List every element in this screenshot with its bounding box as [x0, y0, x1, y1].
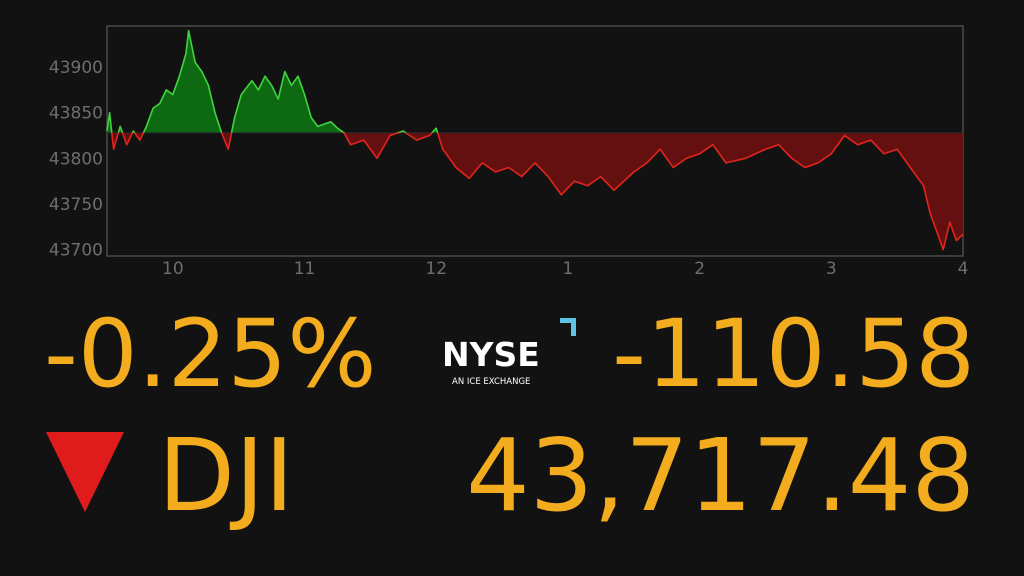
- price: 43,717.48: [466, 417, 975, 534]
- symbol: DJI: [158, 417, 294, 534]
- x-tick-label: 1: [563, 259, 574, 279]
- area-fill: [107, 30, 963, 250]
- x-tick-label: 3: [826, 259, 837, 279]
- change-percent: -0.25%: [44, 300, 377, 409]
- y-tick-label: 43750: [49, 195, 103, 215]
- price-line: [106, 29, 964, 251]
- y-tick-label: 43700: [49, 241, 103, 261]
- change-points: -110.58: [612, 300, 975, 409]
- x-tick-label: 12: [425, 259, 447, 279]
- x-tick-label: 2: [694, 259, 705, 279]
- down-arrow: [46, 432, 124, 512]
- x-tick-label: 11: [294, 259, 316, 279]
- logo-mark: [560, 318, 576, 336]
- y-tick-label: 43900: [49, 58, 103, 78]
- x-tick-label: 4: [958, 259, 969, 279]
- y-tick-label: 43850: [49, 104, 103, 124]
- y-tick-label: 43800: [49, 149, 103, 169]
- logo-name: NYSE: [442, 335, 540, 374]
- x-tick-label: 10: [162, 259, 184, 279]
- logo-tagline: AN ICE EXCHANGE: [452, 377, 530, 387]
